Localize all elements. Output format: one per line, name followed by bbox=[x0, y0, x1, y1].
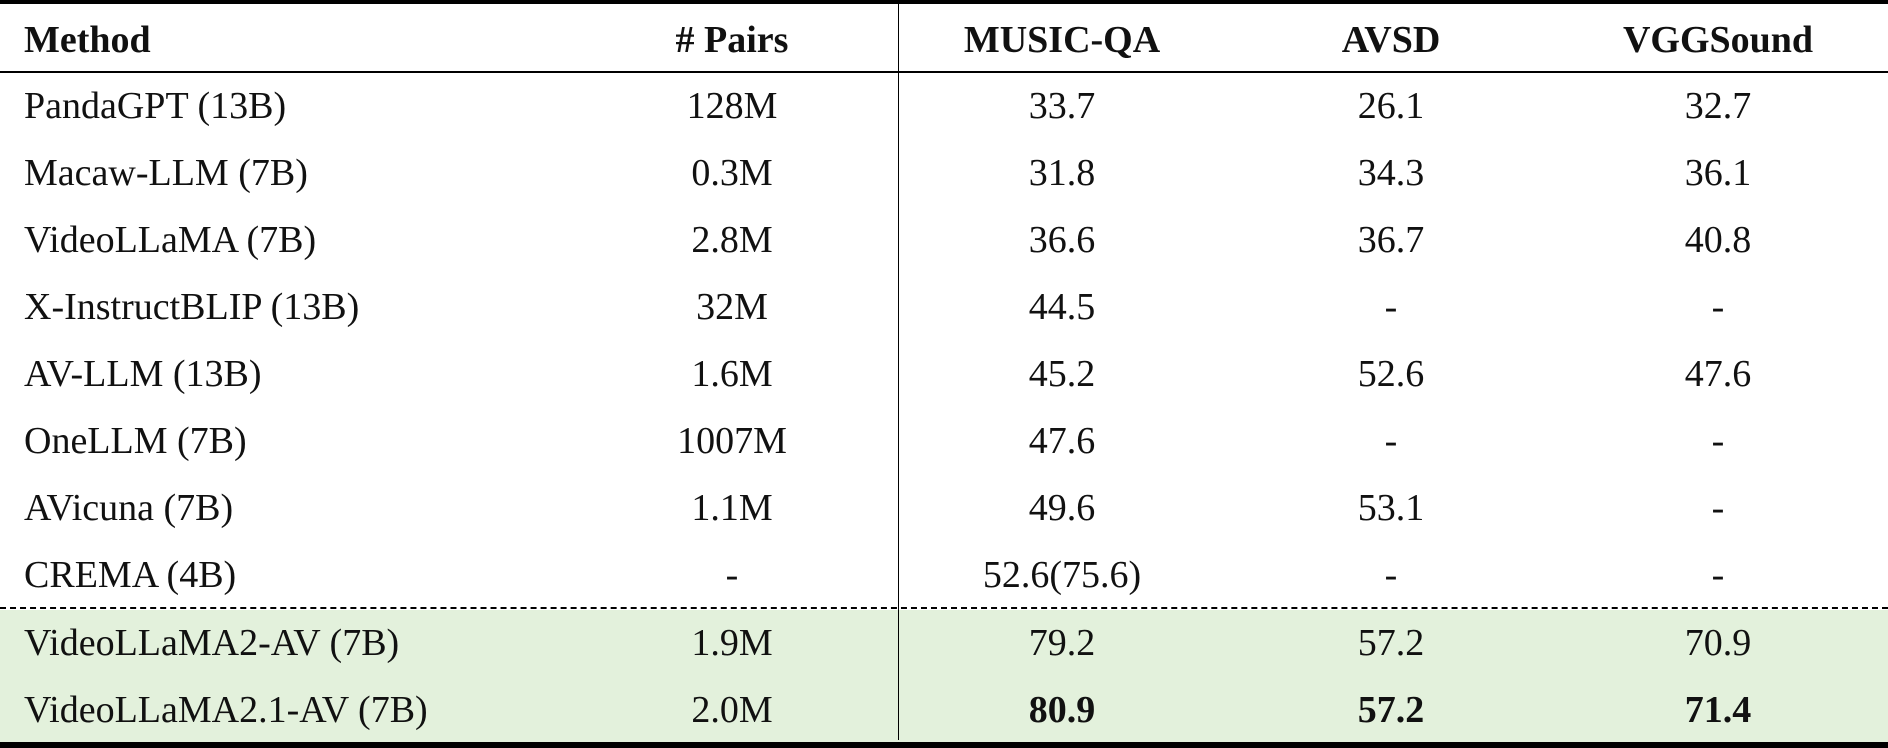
cell-pairs: 2.0M bbox=[691, 689, 773, 731]
cell-avsd: - bbox=[1384, 286, 1398, 328]
cell-pairs: 1.6M bbox=[691, 353, 773, 395]
table-row: CREMA (4B) - 52.6(75.6) - - bbox=[0, 542, 1888, 609]
dashed-separator bbox=[0, 607, 1888, 609]
table-row: PandaGPT (13B) 128M 33.7 26.1 32.7 bbox=[0, 73, 1888, 140]
cell-vggsound: - bbox=[1711, 420, 1725, 462]
cell-method: Macaw-LLM (7B) bbox=[24, 152, 308, 194]
table-row: VideoLLaMA2-AV (7B) 1.9M 79.2 57.2 70.9 bbox=[0, 610, 1888, 677]
cell-music-qa: 49.6 bbox=[1028, 487, 1096, 529]
cell-pairs: 1.9M bbox=[691, 622, 773, 664]
cell-music-qa: 33.7 bbox=[1028, 85, 1096, 127]
bottom-rule bbox=[0, 742, 1888, 748]
header-pairs: # Pairs bbox=[675, 19, 789, 61]
header-row: Method # Pairs MUSIC-QA AVSD VGGSound bbox=[0, 4, 1888, 72]
table-row: Macaw-LLM (7B) 0.3M 31.8 34.3 36.1 bbox=[0, 140, 1888, 207]
cell-music-qa: 79.2 bbox=[1028, 622, 1096, 664]
cell-pairs: - bbox=[725, 554, 739, 596]
top-rule bbox=[0, 0, 1888, 4]
cell-music-qa: 44.5 bbox=[1028, 286, 1096, 328]
cell-vggsound: 40.8 bbox=[1684, 219, 1752, 261]
cell-avsd: 57.2 bbox=[1357, 622, 1425, 664]
cell-vggsound: 36.1 bbox=[1684, 152, 1752, 194]
cell-pairs: 0.3M bbox=[691, 152, 773, 194]
cell-music-qa: 80.9 bbox=[1028, 689, 1096, 731]
cell-method: VideoLLaMA2.1-AV (7B) bbox=[24, 689, 428, 731]
cell-method: VideoLLaMA (7B) bbox=[24, 219, 317, 261]
cell-method: AV-LLM (13B) bbox=[24, 353, 262, 395]
cell-method: VideoLLaMA2-AV (7B) bbox=[24, 622, 400, 664]
table-row: AV-LLM (13B) 1.6M 45.2 52.6 47.6 bbox=[0, 341, 1888, 408]
column-divider bbox=[898, 4, 899, 740]
header-music-qa: MUSIC-QA bbox=[963, 19, 1161, 61]
cell-pairs: 128M bbox=[686, 85, 778, 127]
cell-vggsound: - bbox=[1711, 487, 1725, 529]
table-row: VideoLLaMA2.1-AV (7B) 2.0M 80.9 57.2 71.4 bbox=[0, 677, 1888, 744]
table-row: OneLLM (7B) 1007M 47.6 - - bbox=[0, 408, 1888, 475]
table-row: VideoLLaMA (7B) 2.8M 36.6 36.7 40.8 bbox=[0, 207, 1888, 274]
cell-method: CREMA (4B) bbox=[24, 554, 237, 596]
cell-method: X-InstructBLIP (13B) bbox=[24, 286, 360, 328]
cell-avsd: - bbox=[1384, 420, 1398, 462]
table-row: X-InstructBLIP (13B) 32M 44.5 - - bbox=[0, 274, 1888, 341]
cell-avsd: 26.1 bbox=[1357, 85, 1425, 127]
cell-pairs: 1.1M bbox=[691, 487, 773, 529]
cell-music-qa: 36.6 bbox=[1028, 219, 1096, 261]
cell-avsd: - bbox=[1384, 554, 1398, 596]
cell-method: AVicuna (7B) bbox=[24, 487, 234, 529]
cell-vggsound: 71.4 bbox=[1684, 689, 1752, 731]
cell-music-qa: 47.6 bbox=[1028, 420, 1096, 462]
cell-music-qa: 52.6(75.6) bbox=[982, 554, 1142, 596]
cell-method: PandaGPT (13B) bbox=[24, 85, 287, 127]
cell-pairs: 1007M bbox=[677, 420, 787, 462]
cell-music-qa: 45.2 bbox=[1028, 353, 1096, 395]
cell-avsd: 36.7 bbox=[1357, 219, 1425, 261]
mid-rule bbox=[0, 71, 1888, 73]
cell-method: OneLLM (7B) bbox=[24, 420, 247, 462]
cell-vggsound: - bbox=[1711, 286, 1725, 328]
cell-vggsound: 32.7 bbox=[1684, 85, 1752, 127]
cell-music-qa: 31.8 bbox=[1028, 152, 1096, 194]
table-row: AVicuna (7B) 1.1M 49.6 53.1 - bbox=[0, 475, 1888, 542]
cell-pairs: 32M bbox=[696, 286, 768, 328]
cell-avsd: 57.2 bbox=[1357, 689, 1425, 731]
cell-avsd: 52.6 bbox=[1357, 353, 1425, 395]
cell-pairs: 2.8M bbox=[691, 219, 773, 261]
cell-vggsound: - bbox=[1711, 554, 1725, 596]
header-vggsound: VGGSound bbox=[1622, 19, 1814, 61]
header-method: Method bbox=[24, 19, 151, 61]
cell-avsd: 53.1 bbox=[1357, 487, 1425, 529]
cell-vggsound: 47.6 bbox=[1684, 353, 1752, 395]
header-avsd: AVSD bbox=[1341, 19, 1441, 61]
cell-vggsound: 70.9 bbox=[1684, 622, 1752, 664]
cell-avsd: 34.3 bbox=[1357, 152, 1425, 194]
